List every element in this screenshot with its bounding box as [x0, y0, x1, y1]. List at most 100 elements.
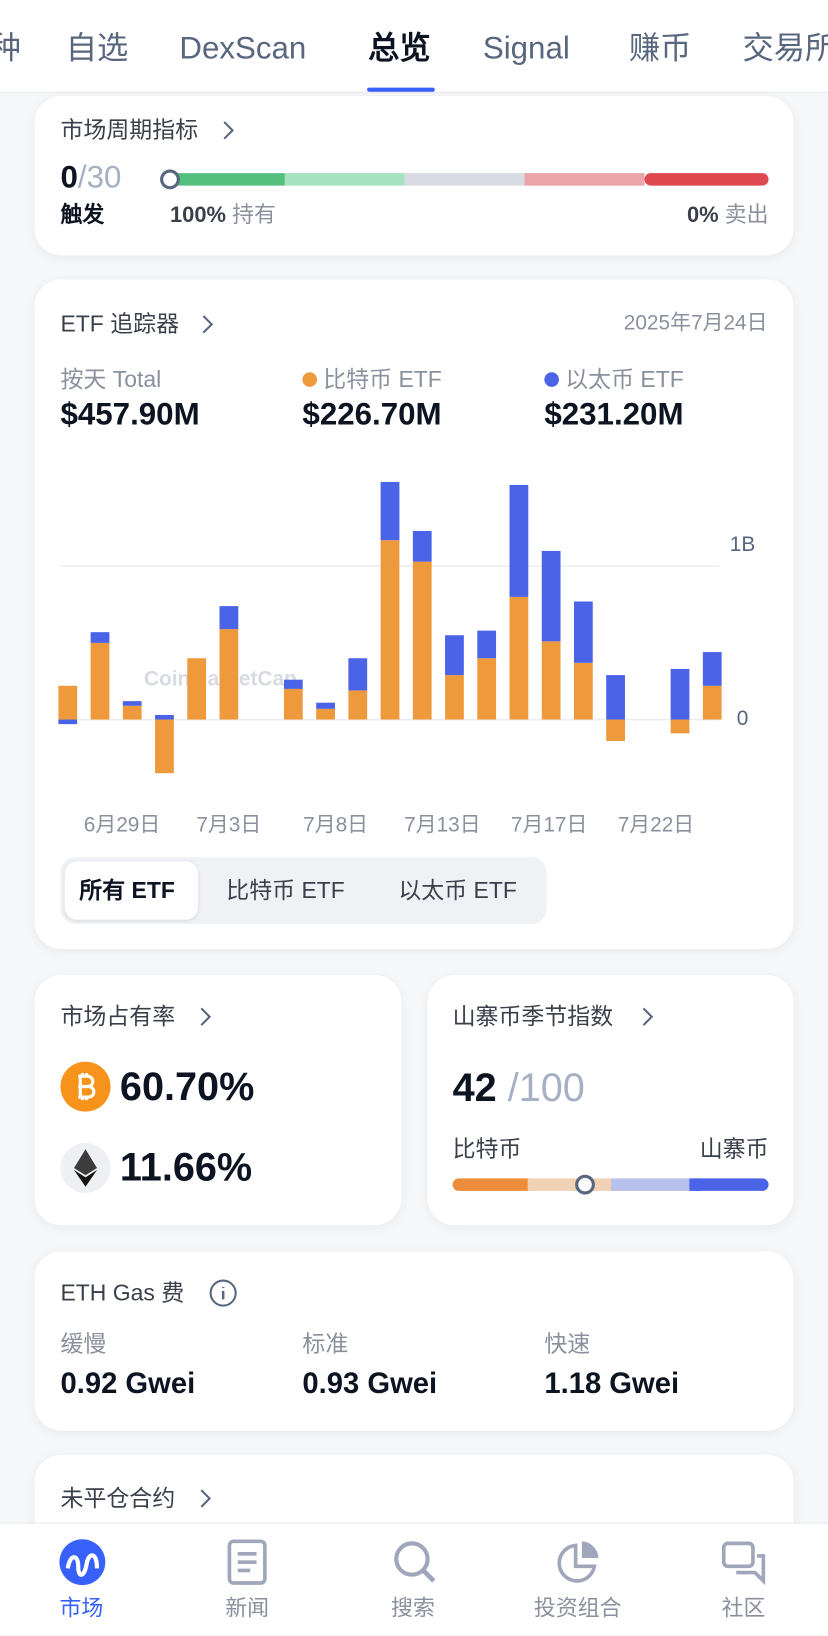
gas-label: 标准: [302, 1330, 349, 1357]
legend-text: 比特币 ETF: [323, 366, 442, 393]
bar-segment: [670, 719, 690, 734]
bar-segment: [445, 635, 464, 676]
label: 卖出: [724, 203, 769, 228]
x-tick-label: 6月29日: [84, 813, 160, 836]
nav-icon[interactable]: [720, 1537, 770, 1587]
bar-segment: [573, 662, 593, 720]
nav-label[interactable]: 新闻: [225, 1596, 270, 1621]
bar-segment: [219, 606, 239, 630]
nav-icon[interactable]: [390, 1537, 440, 1587]
left-label: 比特币: [452, 1135, 522, 1162]
bar-segment: [606, 719, 625, 742]
bar-segment: [509, 485, 529, 597]
left-label: 100% 持有: [170, 204, 276, 226]
filter[interactable]: 所有 ETF: [79, 877, 175, 904]
nav-icon[interactable]: [57, 1537, 107, 1587]
x-tick-label: 7月22日: [618, 813, 694, 836]
card-title[interactable]: 未平仓合约: [60, 1484, 176, 1512]
bar-segment: [122, 705, 142, 720]
tab[interactable]: DexScan: [179, 31, 307, 66]
bar-segment: [219, 629, 239, 720]
max: /30: [77, 160, 122, 196]
bar-segment: [348, 690, 368, 720]
tab-bar: 种 自选 DexScan 总览 Signal 赚币 交易所: [0, 0, 828, 93]
total-value: $231.20M: [544, 397, 684, 432]
nav-label[interactable]: 搜索: [391, 1596, 435, 1621]
legend-entry: 比特币 ETF: [302, 366, 442, 393]
y-tick-label: 0: [737, 707, 749, 730]
card-title[interactable]: 山寨币季节指数: [452, 1003, 614, 1030]
altseason-value: 42 /100: [453, 1069, 585, 1109]
nav-label[interactable]: 社区: [721, 1596, 766, 1621]
cycle-value: 0/30: [60, 160, 122, 196]
gas-value: 0.93 Gwei: [302, 1367, 438, 1400]
date: 2025年7月24日: [623, 311, 768, 335]
filter[interactable]: 比特币 ETF: [226, 877, 345, 904]
card-title[interactable]: ETF 追踪器: [60, 310, 180, 337]
tab-indicator: [367, 87, 435, 92]
x-tick-label: 7月3日: [196, 813, 261, 836]
bar-segment: [122, 701, 142, 706]
total-label: 按天 Total: [60, 366, 162, 393]
pct: 0%: [687, 203, 719, 228]
bar-segment: [155, 719, 174, 774]
status: 触发: [60, 203, 105, 228]
altseason-bar: [452, 1174, 769, 1195]
total-value: $226.70M: [302, 397, 442, 432]
bar-segment: [606, 675, 625, 720]
bar-segment: [90, 642, 110, 720]
chevron: [200, 1007, 212, 1026]
tab[interactable]: 交易所: [742, 31, 828, 66]
filter[interactable]: 以太币 ETF: [398, 877, 517, 904]
bar-segment: [702, 685, 722, 720]
bar-segment: [283, 688, 303, 720]
chevron: [200, 1489, 212, 1508]
right-label: 山寨币: [699, 1135, 769, 1162]
gas-label: 缓慢: [60, 1330, 107, 1357]
legend-dot: [544, 372, 559, 387]
bar-segment: [155, 714, 174, 720]
max: /100: [507, 1066, 585, 1111]
bar-segment: [477, 658, 497, 720]
x-tick-label: 7月8日: [303, 813, 368, 836]
tab[interactable]: 自选: [65, 31, 129, 66]
bar-segment: [477, 630, 497, 659]
chevron: [223, 121, 235, 140]
bar-segment: [541, 641, 561, 720]
value: 0: [60, 160, 78, 196]
bar-segment: [380, 540, 400, 720]
tab-active[interactable]: 总览: [368, 31, 431, 66]
x-tick-label: 7月13日: [404, 813, 480, 836]
gas-label: 快速: [544, 1330, 591, 1357]
btc-share: 60.70%: [119, 1065, 255, 1110]
bar-segment: [316, 708, 335, 720]
gas-value: 0.92 Gwei: [60, 1367, 196, 1400]
x-tick-label: 7月17日: [511, 813, 587, 836]
legend-entry: 以太币 ETF: [544, 366, 684, 393]
etf-chart: CoinMarketCap01B6月29日7月3日7月8日7月13日7月17日7…: [58, 481, 755, 836]
card-title: ETH Gas 费: [60, 1279, 185, 1306]
tab[interactable]: 赚币: [628, 31, 692, 66]
nav-label[interactable]: 投资组合: [533, 1596, 622, 1621]
bar-segment: [316, 702, 335, 709]
chevron: [202, 315, 214, 334]
card-title[interactable]: 市场占有率: [60, 1003, 176, 1030]
nav-label[interactable]: 市场: [59, 1596, 104, 1621]
card-title[interactable]: 市场周期指标: [60, 116, 199, 143]
nav-icon[interactable]: [225, 1537, 271, 1587]
bar-segment: [573, 601, 593, 663]
gas-value: 1.18 Gwei: [544, 1367, 680, 1400]
legend-text: 以太币 ETF: [565, 366, 684, 393]
pct: 100%: [169, 203, 226, 228]
cycle-bar: [160, 169, 769, 190]
nav-icon[interactable]: [555, 1537, 605, 1587]
value: 42: [452, 1066, 497, 1111]
tab[interactable]: 种: [0, 33, 21, 64]
info-icon[interactable]: [209, 1278, 238, 1307]
legend-dot: [302, 372, 318, 387]
bar-segment: [541, 550, 561, 642]
tab[interactable]: Signal: [482, 31, 570, 66]
bar-segment: [670, 668, 690, 720]
